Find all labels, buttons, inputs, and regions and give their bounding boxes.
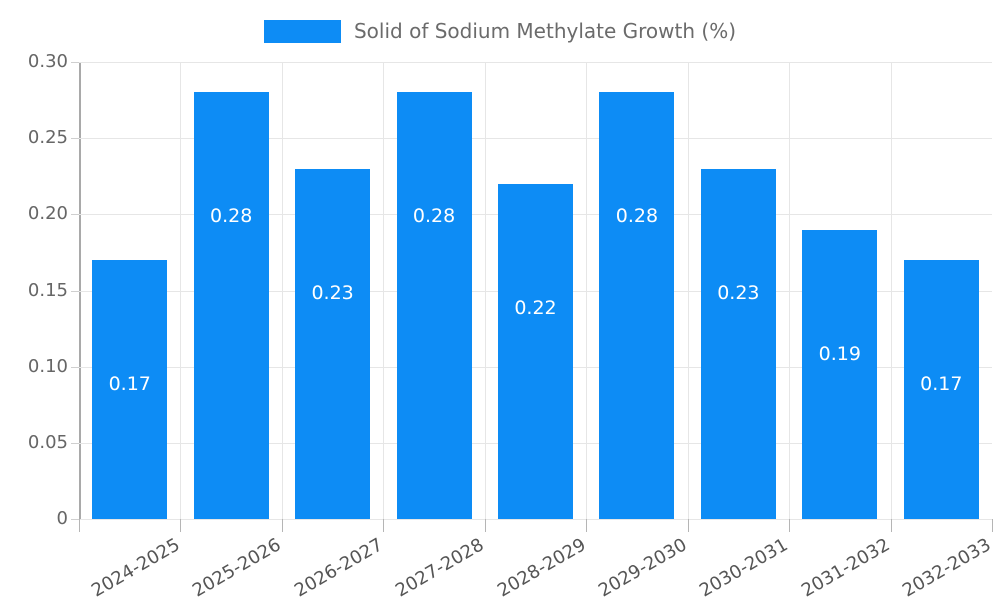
gridline-vertical <box>383 62 384 519</box>
bar-value-label: 0.28 <box>210 205 253 228</box>
x-axis-tick-label: 2030-2031 <box>696 534 792 600</box>
y-axis-tick <box>71 519 79 520</box>
x-axis-tick-label: 2024-2025 <box>87 534 184 600</box>
bar[interactable] <box>498 183 573 519</box>
gridline-vertical <box>891 62 892 519</box>
x-axis-tick <box>992 519 993 532</box>
x-axis-tick-label: 2025-2026 <box>189 534 285 600</box>
x-axis-tick <box>891 519 892 532</box>
gridline-vertical <box>586 62 587 519</box>
y-axis-tick-label: 0.05 <box>27 431 68 453</box>
x-axis-tick <box>180 519 181 532</box>
legend-swatch-series-0[interactable] <box>263 19 341 43</box>
x-axis-tick <box>79 519 80 532</box>
gridline-vertical <box>789 62 790 519</box>
bar-value-label: 0.28 <box>412 205 456 228</box>
y-axis-tick <box>71 62 79 63</box>
x-axis-tick <box>383 519 384 532</box>
legend-label-series-0[interactable]: Solid of Sodium Methylate Growth (%) <box>353 19 737 43</box>
gridline-horizontal <box>79 519 992 520</box>
y-axis-tick <box>71 214 79 216</box>
x-axis-tick-label: 2031-2032 <box>797 534 894 600</box>
gridline-vertical <box>282 62 283 519</box>
bar[interactable] <box>396 92 472 519</box>
x-axis-tick-label: 2026-2027 <box>290 534 387 600</box>
y-axis-tick-label: 0.10 <box>27 355 68 377</box>
x-axis-tick-label: 2028-2029 <box>493 534 589 600</box>
bar[interactable] <box>700 168 776 519</box>
chart-legend: Solid of Sodium Methylate Growth (%) <box>0 14 1000 48</box>
bar-value-label: 0.19 <box>818 342 861 365</box>
bar-value-label: 0.23 <box>311 281 354 304</box>
bar[interactable] <box>295 168 371 519</box>
bar[interactable] <box>599 92 675 519</box>
y-axis-tick-label: 0.30 <box>27 51 68 72</box>
y-axis-tick <box>71 442 79 444</box>
bar-value-label: 0.17 <box>920 373 963 396</box>
x-axis-tick <box>586 519 587 532</box>
bar-value-label: 0.23 <box>717 281 760 304</box>
y-axis-tick-label: 0.20 <box>27 203 68 225</box>
gridline-vertical <box>180 62 181 519</box>
y-axis-tick-label: 0 <box>56 508 68 529</box>
bar[interactable] <box>903 260 979 519</box>
bar[interactable] <box>802 229 878 519</box>
x-axis-tick-label: 2032-2033 <box>899 534 995 600</box>
x-axis-tick <box>789 519 790 532</box>
y-axis-tick <box>71 290 79 292</box>
y-axis-tick-label: 0.25 <box>27 127 68 149</box>
bar[interactable] <box>92 260 168 519</box>
gridline-horizontal <box>79 138 992 140</box>
gridline-vertical <box>485 62 486 519</box>
bar-value-label: 0.28 <box>615 205 659 228</box>
y-axis-tick <box>71 138 79 140</box>
y-axis-tick-label: 0.15 <box>27 279 68 301</box>
bar-value-label: 0.17 <box>108 373 151 396</box>
x-axis-tick-label: 2027-2028 <box>392 534 488 600</box>
x-axis-tick <box>485 519 486 532</box>
bar-value-label: 0.22 <box>514 296 557 319</box>
x-axis-tick <box>282 519 283 532</box>
gridline-horizontal <box>79 62 992 63</box>
gridline-vertical <box>688 62 689 519</box>
x-axis-tick-label: 2029-2030 <box>594 534 691 600</box>
bar[interactable] <box>193 92 269 519</box>
y-axis-tick-labels: 0 0.05 0.10 0.15 0.20 0.25 0.30 <box>0 0 68 600</box>
y-axis-tick <box>71 366 79 368</box>
x-axis-tick <box>688 519 689 532</box>
plot-area: 0.17 0.28 0.23 0.28 0.22 0.28 0.23 0.19 0.17 <box>71 62 992 520</box>
